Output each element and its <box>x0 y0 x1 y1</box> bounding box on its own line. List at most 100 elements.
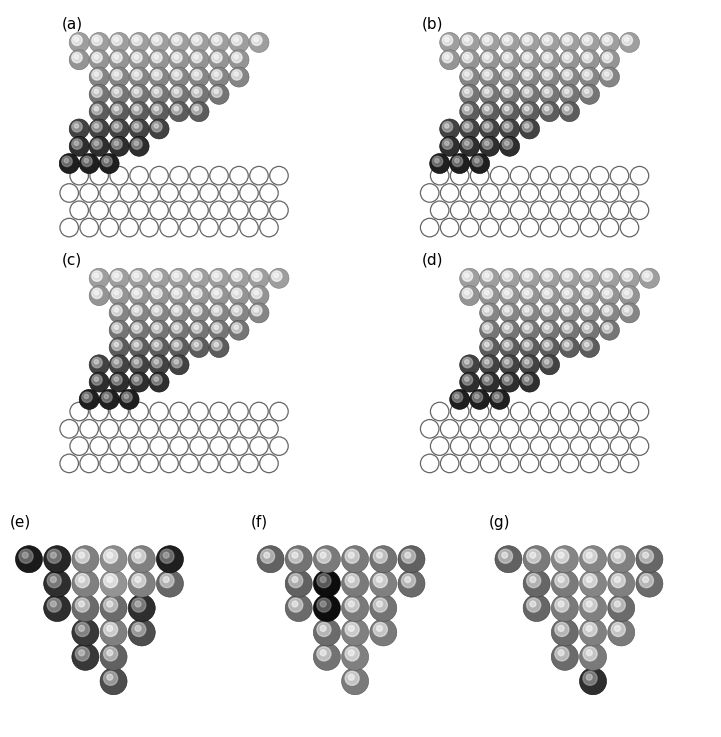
Circle shape <box>376 626 382 632</box>
Circle shape <box>270 167 288 185</box>
Circle shape <box>149 372 169 392</box>
Circle shape <box>500 67 520 87</box>
Circle shape <box>129 320 149 340</box>
Circle shape <box>44 570 71 597</box>
Circle shape <box>445 38 449 42</box>
Circle shape <box>582 52 593 63</box>
Circle shape <box>231 52 242 63</box>
Circle shape <box>500 268 520 288</box>
Circle shape <box>500 50 520 70</box>
Circle shape <box>565 38 569 42</box>
Circle shape <box>72 619 99 646</box>
Circle shape <box>270 201 288 220</box>
Circle shape <box>610 167 629 185</box>
Circle shape <box>149 102 169 122</box>
Text: (c): (c) <box>61 253 81 268</box>
Circle shape <box>462 288 473 298</box>
Circle shape <box>140 184 159 202</box>
Circle shape <box>523 570 550 597</box>
Circle shape <box>104 598 118 612</box>
Circle shape <box>585 325 589 329</box>
Circle shape <box>109 354 129 375</box>
Circle shape <box>180 218 198 237</box>
Circle shape <box>624 290 629 295</box>
Circle shape <box>485 377 489 381</box>
Circle shape <box>70 167 89 185</box>
Circle shape <box>229 303 249 323</box>
Circle shape <box>189 303 209 323</box>
Circle shape <box>525 377 529 381</box>
Circle shape <box>586 601 592 607</box>
Circle shape <box>620 218 639 237</box>
Circle shape <box>433 156 443 167</box>
Circle shape <box>525 273 529 278</box>
Circle shape <box>562 87 572 97</box>
Circle shape <box>552 643 578 671</box>
Circle shape <box>544 55 549 59</box>
Circle shape <box>472 156 482 167</box>
Circle shape <box>214 38 218 42</box>
Circle shape <box>599 50 619 70</box>
Circle shape <box>149 354 169 375</box>
Circle shape <box>604 308 609 312</box>
Circle shape <box>109 338 129 357</box>
Circle shape <box>601 454 619 472</box>
Circle shape <box>348 626 354 632</box>
Circle shape <box>72 570 99 597</box>
Circle shape <box>150 402 168 421</box>
Circle shape <box>450 389 469 409</box>
Circle shape <box>92 139 102 150</box>
Circle shape <box>510 402 528 421</box>
Circle shape <box>81 392 92 402</box>
Circle shape <box>526 573 541 587</box>
Circle shape <box>122 392 132 402</box>
Circle shape <box>154 342 159 346</box>
Circle shape <box>317 647 331 661</box>
Circle shape <box>525 325 529 329</box>
Circle shape <box>149 32 169 52</box>
Circle shape <box>586 674 592 680</box>
Circle shape <box>210 437 229 455</box>
Circle shape <box>79 626 84 632</box>
Circle shape <box>317 598 331 612</box>
Circle shape <box>72 122 82 132</box>
Circle shape <box>442 52 453 63</box>
Circle shape <box>522 288 533 298</box>
Circle shape <box>240 454 258 472</box>
Circle shape <box>120 184 138 202</box>
Circle shape <box>622 288 632 298</box>
Circle shape <box>94 89 99 94</box>
Circle shape <box>602 323 613 333</box>
Circle shape <box>80 419 99 438</box>
Circle shape <box>135 601 141 607</box>
Circle shape <box>140 454 159 472</box>
Circle shape <box>345 573 359 587</box>
Circle shape <box>169 50 189 70</box>
Circle shape <box>114 55 118 59</box>
Circle shape <box>72 52 82 63</box>
Circle shape <box>462 87 473 97</box>
Circle shape <box>550 402 569 421</box>
Circle shape <box>260 549 275 563</box>
Circle shape <box>274 273 278 278</box>
Circle shape <box>580 32 599 52</box>
Circle shape <box>482 139 492 150</box>
Circle shape <box>442 122 453 132</box>
Circle shape <box>100 570 127 597</box>
Circle shape <box>520 102 539 122</box>
Circle shape <box>74 124 79 128</box>
Circle shape <box>79 650 84 656</box>
Circle shape <box>642 552 649 558</box>
Circle shape <box>132 340 142 351</box>
Circle shape <box>112 357 122 368</box>
Circle shape <box>160 419 178 438</box>
Circle shape <box>109 67 129 87</box>
Circle shape <box>562 306 572 316</box>
Circle shape <box>107 552 112 558</box>
Circle shape <box>430 153 450 173</box>
Circle shape <box>462 122 473 132</box>
Circle shape <box>482 70 492 80</box>
Circle shape <box>472 392 482 402</box>
Circle shape <box>84 394 89 399</box>
Circle shape <box>320 650 326 656</box>
